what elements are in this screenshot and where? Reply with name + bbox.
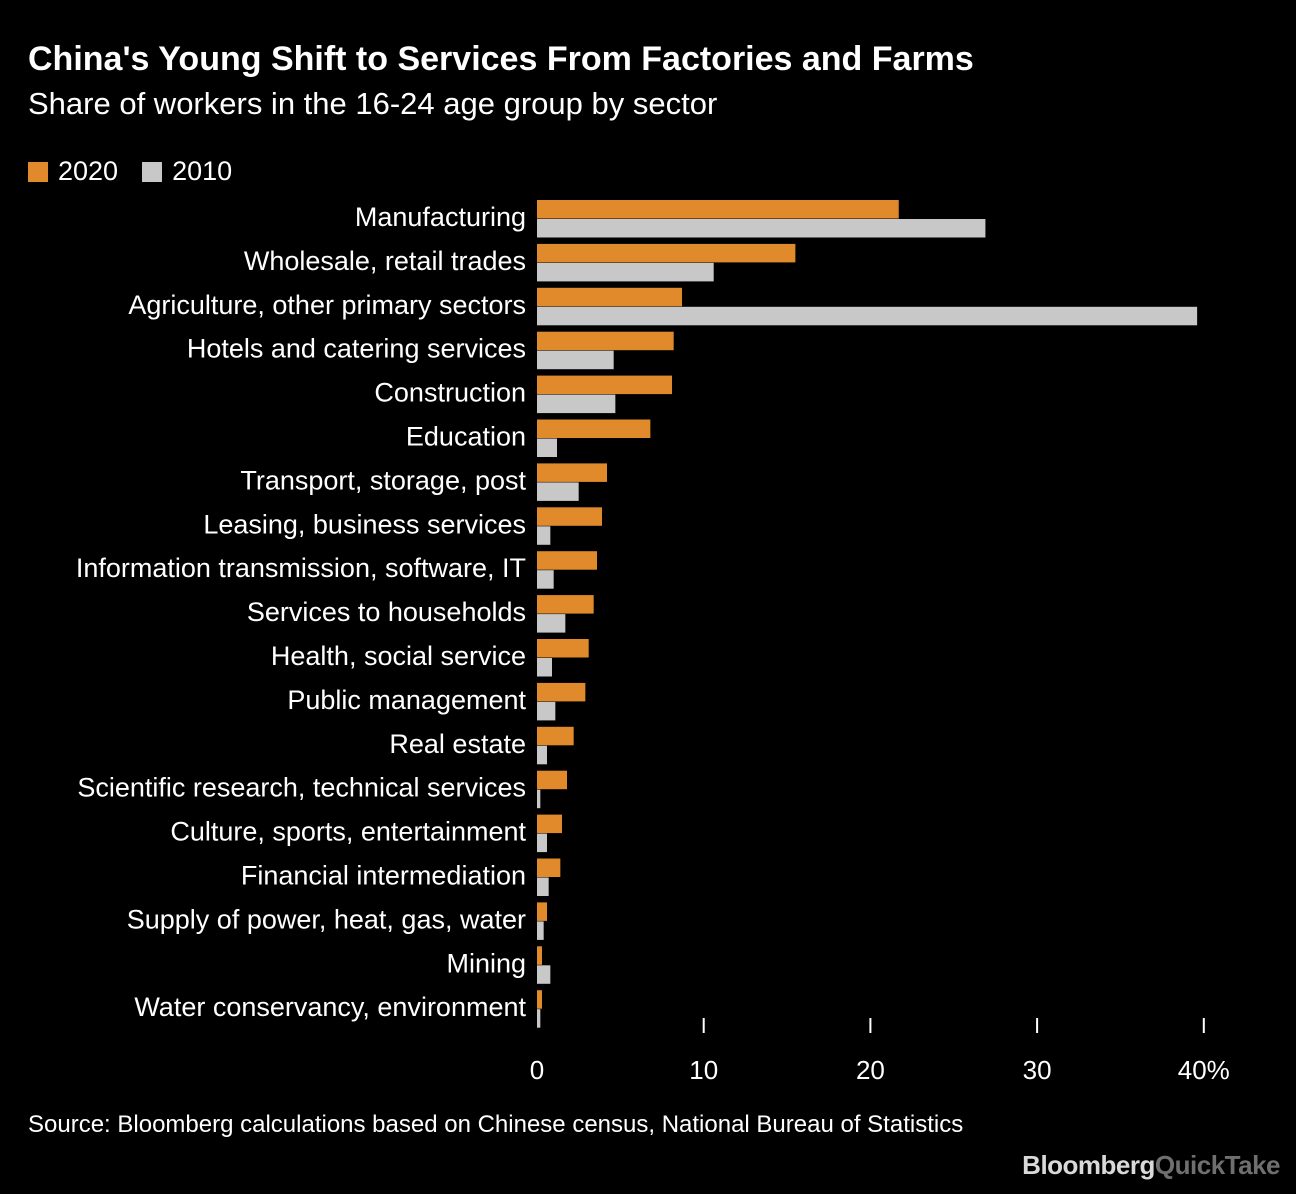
- bar-2020: [537, 419, 651, 438]
- x-tick-label: 0: [530, 1055, 544, 1085]
- category-label: Mining: [446, 948, 526, 978]
- x-tick-label: 30: [1023, 1055, 1052, 1085]
- x-tick-label: 20: [856, 1055, 885, 1085]
- bar-2020: [537, 463, 608, 482]
- brand-part-2: QuickTake: [1154, 1150, 1281, 1180]
- bar-chart: Manufacturing Wholesale, retail trades Agr…: [76, 200, 1230, 1085]
- category-label: Culture, sports, entertainment: [170, 817, 526, 847]
- category-label: Education: [406, 422, 526, 452]
- bar-2020: [537, 726, 574, 746]
- legend-swatch-2010: [142, 161, 163, 182]
- bar-2010: [537, 262, 714, 282]
- bar-2010: [537, 789, 541, 809]
- category-label: Public management: [287, 685, 526, 715]
- category-label: Information transmission, software, IT: [76, 553, 526, 583]
- category-label: Agriculture, other primary sectors: [128, 290, 526, 320]
- brand-logo: BloombergQuickTake: [1022, 1150, 1280, 1181]
- bar-2010: [537, 877, 549, 896]
- category-label: Transport, storage, post: [240, 465, 526, 495]
- bar-2010: [537, 833, 548, 853]
- bar-2010: [537, 701, 556, 721]
- chart-subtitle: Share of workers in the 16-24 age group …: [28, 86, 718, 121]
- category-label: Services to households: [247, 597, 526, 627]
- bar-2010: [537, 394, 616, 414]
- x-tick-label: 10: [689, 1055, 718, 1085]
- bar-2010: [537, 350, 614, 370]
- bar-2020: [537, 639, 589, 658]
- bar-2020: [537, 375, 673, 395]
- bar-2010: [537, 614, 566, 633]
- category-label: Hotels and catering services: [187, 334, 526, 364]
- category-label: Water conservancy, environment: [134, 992, 526, 1022]
- bar-2020: [537, 287, 683, 307]
- category-label: Leasing, business services: [203, 509, 526, 539]
- bar-2010: [537, 438, 558, 457]
- category-label: Wholesale, retail trades: [244, 246, 526, 276]
- bar-2020: [537, 200, 899, 219]
- category-label: Real estate: [389, 729, 526, 759]
- bar-2010: [537, 219, 986, 238]
- bar-2020: [537, 595, 594, 614]
- category-label: Financial intermediation: [241, 861, 526, 891]
- source-note: Source: Bloomberg calculations based on …: [28, 1111, 964, 1138]
- bar-2020: [537, 902, 548, 921]
- category-label: Scientific research, technical services: [77, 773, 526, 803]
- bar-2010: [537, 921, 544, 940]
- category-label: Manufacturing: [355, 202, 526, 232]
- brand-part-1: Bloomberg: [1022, 1150, 1155, 1180]
- x-tick-label: 40%: [1178, 1055, 1230, 1085]
- bar-2020: [537, 814, 563, 834]
- legend-item-2010: 2010: [142, 156, 232, 187]
- bar-2020: [537, 682, 586, 702]
- bar-2010: [537, 658, 553, 677]
- bar-2010: [537, 570, 554, 589]
- bar-2020: [537, 331, 674, 351]
- bar-2020: [537, 551, 598, 570]
- chart-title: China's Young Shift to Services From Fac…: [28, 40, 974, 78]
- legend: 2020 2010: [28, 156, 256, 187]
- bar-2010: [537, 965, 551, 984]
- legend-swatch-2020: [28, 161, 48, 182]
- bar-2020: [537, 770, 568, 790]
- bar-2020: [537, 507, 603, 526]
- bar-2010: [537, 745, 548, 765]
- bar-2020: [537, 858, 561, 877]
- legend-label-2010: 2010: [172, 156, 233, 186]
- bar-2010: [537, 1009, 541, 1028]
- bar-2010: [537, 526, 551, 545]
- category-label: Construction: [374, 378, 526, 408]
- legend-label-2020: 2020: [58, 156, 119, 186]
- category-label: Health, social service: [271, 641, 526, 671]
- bar-2020: [537, 243, 796, 263]
- legend-item-2020: 2020: [28, 156, 118, 187]
- bar-2020: [537, 990, 543, 1009]
- bar-2020: [537, 946, 543, 965]
- bar-2010: [537, 306, 1198, 326]
- bar-2010: [537, 482, 579, 501]
- category-label: Supply of power, heat, gas, water: [127, 904, 526, 934]
